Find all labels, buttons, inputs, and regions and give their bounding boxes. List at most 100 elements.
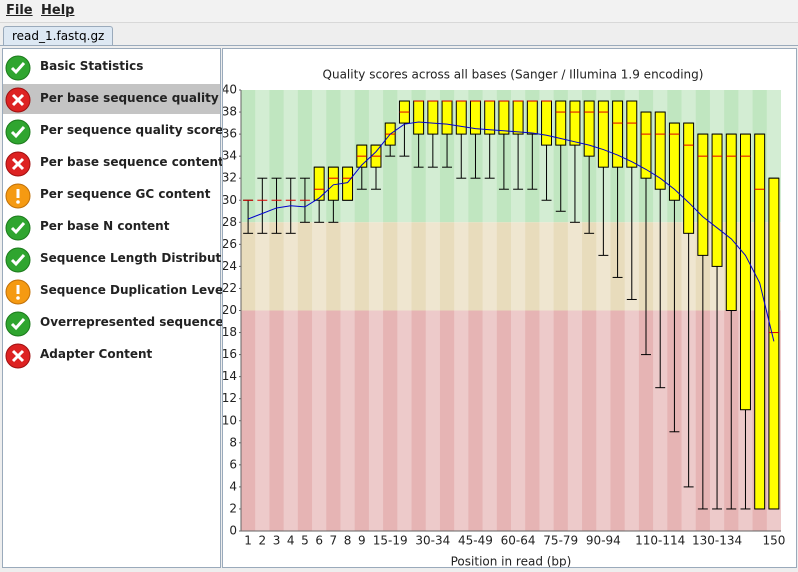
y-tick-label: 30 — [222, 193, 237, 207]
x-tick-label: 9 — [358, 534, 366, 548]
box — [640, 111, 652, 179]
box — [697, 133, 709, 256]
menu-help[interactable]: Help — [41, 3, 75, 18]
x-tick-label: 6 — [315, 534, 323, 548]
box — [626, 100, 638, 168]
y-tick-label: 36 — [222, 127, 237, 141]
status-icon — [5, 151, 31, 177]
x-tick-label: 60-64 — [501, 534, 536, 548]
box — [597, 100, 609, 168]
module-name: Basic Statistics — [40, 59, 144, 73]
box — [683, 122, 695, 234]
x-tick-label: 8 — [344, 534, 352, 548]
y-tick-label: 34 — [222, 149, 237, 163]
x-tick-label: 150 — [762, 534, 785, 548]
module-item[interactable]: Per sequence quality scores — [3, 116, 230, 146]
stripe — [397, 90, 412, 531]
menu-bar: File Help — [0, 0, 798, 23]
stripe — [312, 90, 327, 531]
y-tick-label: 10 — [222, 413, 237, 427]
module-name: Sequence Length Distribution — [40, 251, 243, 265]
y-tick-label: 18 — [222, 325, 237, 339]
y-tick-label: 8 — [229, 435, 237, 449]
box — [711, 133, 723, 267]
stripe — [255, 90, 270, 531]
quality-zone — [241, 310, 781, 531]
module-item[interactable]: Adapter Content — [3, 340, 220, 370]
menu-file[interactable]: File — [6, 3, 33, 18]
y-tick-label: 16 — [222, 347, 237, 361]
y-tick-label: 38 — [222, 105, 237, 119]
x-axis-label: Position in read (bp) — [451, 555, 572, 569]
stripe — [454, 90, 469, 531]
box — [498, 100, 510, 135]
stripe — [596, 90, 611, 531]
x-tick-label: 1 — [244, 534, 252, 548]
box — [526, 100, 538, 135]
x-tick-label: 15-19 — [373, 534, 408, 548]
quality-zone — [241, 222, 781, 311]
y-tick-label: 12 — [222, 391, 237, 405]
module-list: Basic Statistics Per base sequence qualit… — [2, 48, 242, 568]
x-tick-label: 4 — [287, 534, 295, 548]
stripe — [368, 90, 384, 531]
module-item[interactable]: Basic Statistics — [3, 52, 220, 82]
module-item[interactable]: Per base sequence quality — [3, 84, 220, 114]
y-tick-label: 32 — [222, 171, 237, 185]
module-item[interactable]: Per sequence GC content — [3, 180, 220, 210]
box — [555, 100, 567, 146]
module-name: Overrepresented sequences — [40, 315, 231, 329]
box — [427, 100, 439, 135]
module-item[interactable]: Per base N content — [3, 212, 220, 242]
stripe — [340, 90, 355, 531]
module-item[interactable]: Sequence Duplication Levels — [3, 276, 234, 306]
file-tab[interactable]: read_1.fastq.gz — [3, 26, 114, 46]
box — [668, 122, 680, 201]
y-tick-label: 4 — [229, 479, 237, 493]
box — [342, 166, 354, 201]
box — [740, 133, 751, 411]
box — [654, 111, 666, 190]
box — [768, 177, 780, 510]
x-tick-label: 110-114 — [635, 534, 685, 548]
module-name: Per base sequence quality — [40, 91, 219, 105]
box — [512, 100, 524, 135]
box — [413, 100, 425, 135]
status-icon — [5, 215, 31, 241]
x-tick-label: 90-94 — [586, 534, 621, 548]
module-name: Per sequence GC content — [40, 187, 211, 201]
box — [612, 100, 624, 168]
status-icon — [5, 279, 31, 305]
module-name: Per base N content — [40, 219, 170, 233]
module-item[interactable]: Overrepresented sequences — [3, 308, 231, 338]
x-tick-label: 7 — [330, 534, 338, 548]
y-tick-label: 20 — [222, 303, 237, 317]
x-tick-label: 45-49 — [458, 534, 493, 548]
x-tick-label: 5 — [301, 534, 309, 548]
status-icon — [5, 55, 31, 81]
box — [541, 100, 553, 146]
stripe — [624, 90, 639, 531]
status-icon — [5, 247, 31, 273]
y-tick-label: 28 — [222, 215, 237, 229]
y-tick-label: 14 — [222, 369, 237, 383]
module-item[interactable]: Per base sequence content — [3, 148, 224, 178]
x-tick-label: 3 — [273, 534, 281, 548]
status-icon — [5, 183, 31, 209]
stripe — [567, 90, 583, 531]
module-item[interactable]: Sequence Length Distribution — [3, 244, 242, 274]
box — [569, 100, 581, 146]
stripe — [511, 90, 526, 531]
status-icon — [5, 119, 31, 145]
module-name: Sequence Duplication Levels — [40, 283, 235, 297]
stripe — [482, 90, 497, 531]
y-tick-label: 22 — [222, 281, 237, 295]
y-tick-label: 26 — [222, 237, 237, 251]
y-tick-label: 2 — [229, 501, 237, 515]
x-tick-label: 2 — [258, 534, 266, 548]
tab-line — [0, 45, 798, 46]
box — [754, 133, 766, 510]
y-tick-label: 6 — [229, 457, 237, 471]
chart: Quality scores across all bases (Sanger … — [222, 48, 797, 568]
